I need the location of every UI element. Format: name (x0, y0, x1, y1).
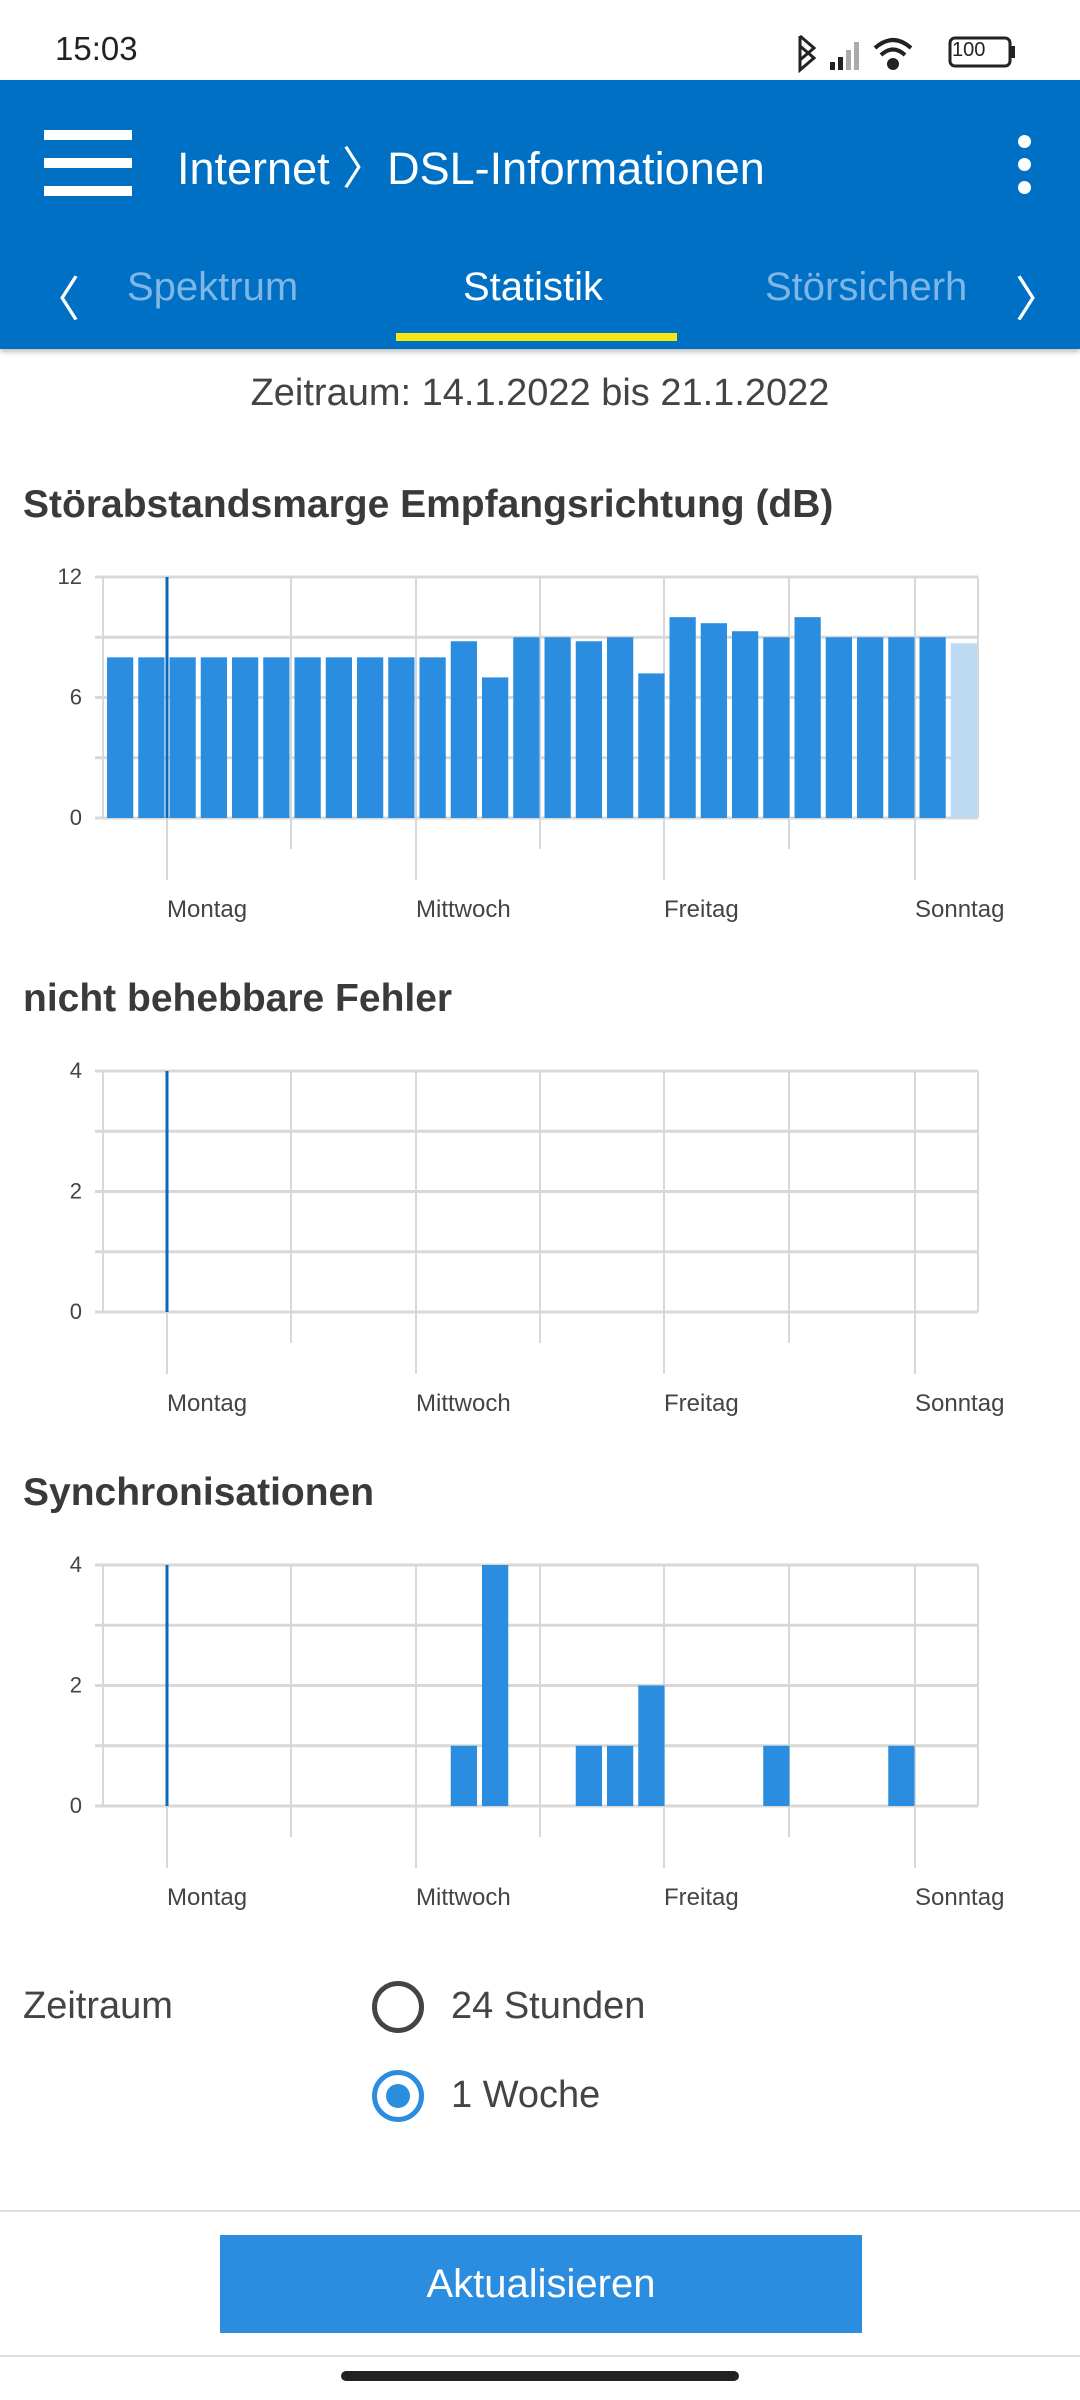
bar (482, 1565, 509, 1806)
chevron-right-icon[interactable]: 〉 (1015, 274, 1064, 327)
x-tick-label: Mittwoch (416, 1390, 511, 1417)
bar (763, 1745, 790, 1806)
x-tick-label: Montag (167, 896, 247, 923)
bar (138, 657, 165, 818)
status-icons (798, 34, 1015, 74)
y-tick-label: 0 (70, 805, 82, 830)
bar (638, 1685, 665, 1806)
divider (0, 2210, 1080, 2212)
bar (638, 673, 665, 818)
chart-uncorrectable-errors: 0 2 4 Montag Mittwoch Freitag Sonntag (70, 1058, 1005, 1417)
y-tick-label: 0 (70, 1793, 82, 1818)
tab-stoersicherheit[interactable]: Störsicherh (765, 265, 968, 309)
x-tick-label: Freitag (664, 1390, 739, 1417)
y-tick-label: 6 (70, 685, 82, 710)
tab-spektrum[interactable]: Spektrum (127, 265, 299, 309)
bar (232, 657, 259, 818)
bar (919, 637, 946, 818)
x-tick-label: Mittwoch (416, 1884, 511, 1911)
battery-icon (948, 36, 1015, 68)
y-tick-label: 4 (70, 1058, 82, 1083)
bar (294, 657, 321, 818)
x-tick-label: Freitag (664, 896, 739, 923)
update-button[interactable]: Aktualisieren (220, 2235, 862, 2333)
x-tick-label: Montag (167, 1390, 247, 1417)
bar (544, 637, 571, 818)
bar (263, 657, 290, 818)
x-tick-label: Sonntag (915, 1390, 1004, 1417)
hamburger-icon[interactable] (44, 130, 132, 196)
x-tick-label: Montag (167, 1884, 247, 1911)
y-tick-label: 4 (70, 1552, 82, 1577)
x-tick-label: Sonntag (915, 896, 1004, 923)
chart-title-snr: Störabstandsmarge Empfangsrichtung (dB) (23, 483, 834, 526)
date-range: Zeitraum: 14.1.2022 bis 21.1.2022 (250, 372, 830, 414)
chart-synchronizations: 0 2 4 Montag Mittwoch Freitag Sonntag (70, 1552, 1005, 1911)
y-tick-label: 2 (70, 1179, 82, 1204)
battery-level: 100 (952, 39, 986, 61)
chart-title-errors: nicht behebbare Fehler (23, 977, 453, 1020)
bar (482, 677, 509, 818)
bar (888, 1745, 915, 1806)
bar (450, 641, 477, 818)
bar (825, 637, 852, 818)
bar (107, 657, 134, 818)
bluetooth-icon (798, 34, 817, 74)
page-title: Internet 〉DSL-Informationen (177, 143, 765, 194)
chart-title-sync: Synchronisationen (23, 1471, 375, 1514)
bar (450, 1745, 477, 1806)
gesture-handle[interactable] (341, 2371, 739, 2381)
bar (669, 617, 696, 818)
tab-statistik[interactable]: Statistik (463, 265, 604, 309)
period-label: Zeitraum (23, 1985, 173, 2027)
bar (419, 657, 446, 818)
bar (513, 637, 540, 818)
bar (575, 641, 602, 818)
bar (575, 1745, 602, 1806)
y-tick-label: 12 (58, 564, 82, 589)
bar (357, 657, 384, 818)
status-bar: 15:03 100 (0, 0, 1080, 80)
bar (794, 617, 821, 818)
chart-snr-margin: 0 6 12 Montag Mittwoch Freitag Sonntag (58, 564, 1005, 923)
bar (169, 657, 196, 818)
y-tick-label: 0 (70, 1299, 82, 1324)
bar (888, 637, 915, 818)
bar (950, 643, 977, 818)
x-tick-label: Sonntag (915, 1884, 1004, 1911)
x-tick-label: Mittwoch (416, 896, 511, 923)
tab-indicator (396, 333, 677, 341)
bar (857, 637, 884, 818)
bar (325, 657, 352, 818)
divider (0, 2355, 1080, 2357)
bar (732, 631, 759, 818)
radio-1-week-label[interactable]: 1 Woche (451, 2074, 601, 2116)
x-tick-label: Freitag (664, 1884, 739, 1911)
chevron-left-icon[interactable]: 〈 (32, 274, 81, 327)
bar (607, 637, 634, 818)
radio-24h[interactable] (372, 1981, 424, 2033)
bar (763, 637, 790, 818)
bar (200, 657, 227, 818)
radio-24h-label[interactable]: 24 Stunden (451, 1985, 646, 2027)
clock: 15:03 (55, 30, 138, 67)
bar (388, 657, 415, 818)
bar (700, 623, 727, 818)
wifi-icon (873, 38, 913, 70)
radio-1-week[interactable] (372, 2070, 424, 2122)
signal-icon (830, 42, 859, 70)
more-vert-icon[interactable] (1015, 135, 1035, 195)
y-tick-label: 2 (70, 1673, 82, 1698)
bar (607, 1745, 634, 1806)
app-bar: Internet 〉DSL-Informationen 〈 Spektrum S… (0, 80, 1080, 349)
